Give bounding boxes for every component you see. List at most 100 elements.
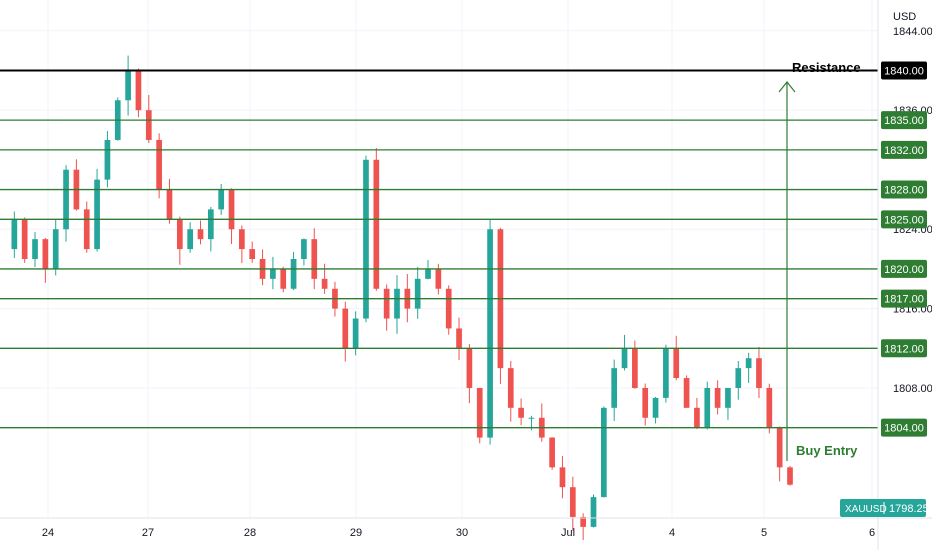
candle-body xyxy=(714,387,721,408)
currency-label: USD xyxy=(893,11,916,23)
candle-body xyxy=(394,288,400,319)
level-price-badge xyxy=(881,140,927,159)
resistance-price-label: 1840.00 xyxy=(884,65,924,77)
candles xyxy=(11,55,793,541)
candle-body xyxy=(425,268,431,279)
y-tick-label: 1844.00 xyxy=(893,26,932,38)
candle-body xyxy=(11,219,18,250)
candle-body xyxy=(652,397,659,418)
candle-body xyxy=(745,358,752,369)
candle-body xyxy=(166,189,173,220)
x-tick-label: 30 xyxy=(456,527,468,539)
candle-body xyxy=(352,318,359,349)
candle-body xyxy=(621,348,628,369)
last-price-label: 1798.25 xyxy=(889,503,929,515)
symbol-label: XAUUSD xyxy=(845,504,887,515)
candle-body xyxy=(435,268,442,289)
candle-body xyxy=(569,487,576,517)
level-price-label: 1812.00 xyxy=(884,343,924,355)
candle-body xyxy=(104,139,111,180)
x-tick-label: 4 xyxy=(669,527,675,539)
candle-body xyxy=(311,239,318,279)
candle-body xyxy=(756,358,762,388)
x-tick-label: 29 xyxy=(350,527,362,539)
candle-body xyxy=(363,159,369,319)
candle-body xyxy=(301,239,307,259)
x-tick-label: 5 xyxy=(761,527,767,539)
candle-body xyxy=(176,219,183,250)
resistance-annotation: Resistance xyxy=(792,60,861,75)
x-tick-label: 24 xyxy=(42,527,54,539)
candle-body xyxy=(642,387,649,418)
buy-entry-annotation: Buy Entry xyxy=(796,443,858,458)
candle-body xyxy=(197,229,204,240)
candle-body xyxy=(280,268,287,289)
candle-body xyxy=(373,159,380,289)
level-price-badge xyxy=(881,210,927,229)
x-tick-label: 27 xyxy=(142,527,154,539)
candle-body xyxy=(673,348,680,379)
candle-body xyxy=(611,368,618,408)
candle-body xyxy=(466,348,473,388)
candle-body xyxy=(766,387,773,428)
candle-body xyxy=(249,249,256,259)
horizontal-levels xyxy=(0,69,878,429)
level-price-label: 1825.00 xyxy=(884,214,924,226)
candle-body xyxy=(321,278,328,289)
candle-body xyxy=(600,407,607,498)
candle-body xyxy=(21,219,28,259)
candle-body xyxy=(528,417,535,419)
candle-body xyxy=(725,387,731,408)
candle-body xyxy=(290,259,297,289)
level-price-label: 1832.00 xyxy=(884,145,924,157)
candle-body xyxy=(239,229,245,250)
candle-body xyxy=(42,239,49,269)
candle-body xyxy=(445,288,452,329)
annotations: Resistance Buy Entry xyxy=(778,60,861,461)
level-price-label: 1804.00 xyxy=(884,423,924,435)
candle-body xyxy=(187,229,194,250)
candle-body xyxy=(342,308,349,349)
level-price-badge xyxy=(881,418,927,437)
candle-body xyxy=(683,378,690,408)
candle-body xyxy=(94,179,100,250)
level-price-badge xyxy=(881,259,927,278)
target-arrow-head xyxy=(778,81,796,93)
price-axis: USD 1844.001836.001824.001816.001808.001… xyxy=(877,0,932,550)
candle-body xyxy=(590,497,597,527)
level-price-label: 1820.00 xyxy=(884,264,924,276)
candle-body xyxy=(787,467,793,485)
x-tick-label: Jul xyxy=(561,527,575,539)
candle-body xyxy=(125,70,131,101)
candle-body xyxy=(580,516,587,527)
candle-body xyxy=(487,229,493,438)
candle-body xyxy=(507,368,514,408)
candle-body xyxy=(32,239,38,259)
candle-body xyxy=(414,278,421,309)
level-price-label: 1828.00 xyxy=(884,185,924,197)
candle-body xyxy=(559,467,566,488)
candle-body xyxy=(83,209,90,250)
level-price-badge xyxy=(881,339,927,358)
candle-body xyxy=(735,368,742,388)
candle-body xyxy=(476,387,483,438)
candle-body xyxy=(518,407,524,418)
level-price-badge xyxy=(881,180,927,199)
level-price-badge xyxy=(881,111,927,130)
y-tick-label: 1808.00 xyxy=(893,383,932,395)
candle-body xyxy=(704,387,711,428)
candle-body xyxy=(663,348,669,398)
resistance-price-badge xyxy=(881,61,927,80)
level-price-badge xyxy=(881,289,927,308)
candle-body xyxy=(383,288,390,319)
candle-body xyxy=(156,139,162,190)
x-tick-label: 28 xyxy=(244,527,256,539)
candle-body xyxy=(776,427,783,468)
level-price-label: 1817.00 xyxy=(884,294,924,306)
candle-body xyxy=(135,70,142,111)
symbol-price-badge: XAUUSD 1798.25 xyxy=(840,499,929,517)
grid xyxy=(0,0,878,518)
candle-body xyxy=(218,189,225,210)
